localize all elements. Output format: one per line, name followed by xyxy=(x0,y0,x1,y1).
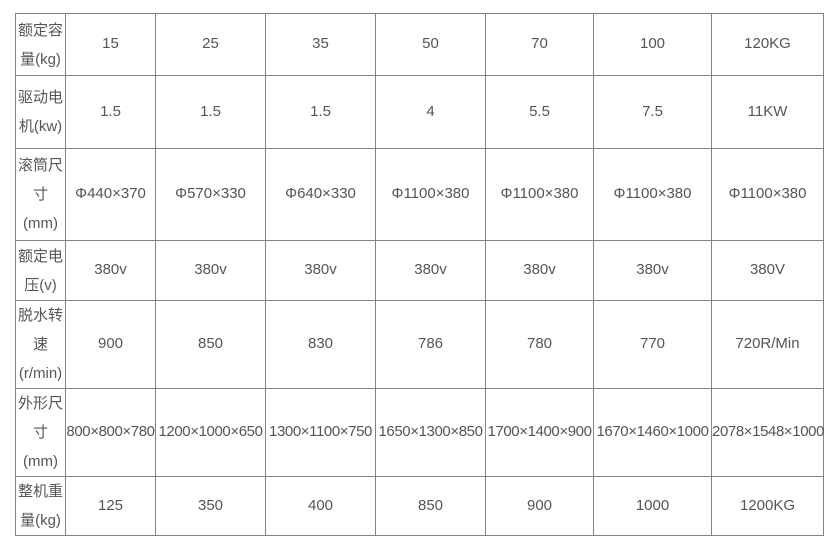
table-cell: 11KW xyxy=(711,75,824,149)
table-cell: Φ1100×380 xyxy=(375,148,486,241)
table-cell: 380v xyxy=(593,240,712,301)
row-label-rated-voltage: 额定电 压(v) xyxy=(15,240,66,301)
table-row-rated-voltage: 额定电 压(v) 380v 380v 380v 380v 380v 380v 3… xyxy=(15,240,824,301)
spec-table: 额定容 量(kg) 15 25 35 50 70 100 120KG 驱动电 机… xyxy=(15,13,824,536)
table-row-rated-capacity: 额定容 量(kg) 15 25 35 50 70 100 120KG xyxy=(15,13,824,76)
table-cell: 7.5 xyxy=(593,75,712,149)
table-cell: 900 xyxy=(485,476,594,536)
table-cell: 850 xyxy=(375,476,486,536)
table-cell: 780 xyxy=(485,300,594,389)
table-cell: 50 xyxy=(375,13,486,76)
table-cell: 1000 xyxy=(593,476,712,536)
table-cell: 4 xyxy=(375,75,486,149)
table-cell: Φ640×330 xyxy=(265,148,376,241)
table-cell: 900 xyxy=(65,300,156,389)
table-cell: 400 xyxy=(265,476,376,536)
table-cell: 800×800×780 xyxy=(65,388,156,477)
table-row-outer-dimensions: 外形尺 寸 (mm) 800×800×780 1200×1000×650 130… xyxy=(15,388,824,477)
table-cell: 380v xyxy=(485,240,594,301)
table-cell: 2078×1548×1000 xyxy=(711,388,824,477)
table-row-drum-size: 滚筒尺 寸 (mm) Φ440×370 Φ570×330 Φ640×330 Φ1… xyxy=(15,148,824,241)
table-cell: 25 xyxy=(155,13,266,76)
table-cell: 1200×1000×650 xyxy=(155,388,266,477)
table-cell: 850 xyxy=(155,300,266,389)
table-cell: 1.5 xyxy=(65,75,156,149)
table-cell: 70 xyxy=(485,13,594,76)
row-label-drive-motor: 驱动电 机(kw) xyxy=(15,75,66,149)
table-row-drive-motor: 驱动电 机(kw) 1.5 1.5 1.5 4 5.5 7.5 11KW xyxy=(15,75,824,149)
table-cell: 786 xyxy=(375,300,486,389)
table-cell: 380v xyxy=(155,240,266,301)
table-cell: 120KG xyxy=(711,13,824,76)
table-cell: 380V xyxy=(711,240,824,301)
table-cell: Φ1100×380 xyxy=(485,148,594,241)
table-cell: 830 xyxy=(265,300,376,389)
table-cell: Φ1100×380 xyxy=(711,148,824,241)
table-cell: 770 xyxy=(593,300,712,389)
table-row-total-weight: 整机重 量(kg) 125 350 400 850 900 1000 1200K… xyxy=(15,476,824,536)
table-cell: 350 xyxy=(155,476,266,536)
table-cell: 1300×1100×750 xyxy=(265,388,376,477)
table-cell: 125 xyxy=(65,476,156,536)
table-cell: 15 xyxy=(65,13,156,76)
table-cell: Φ440×370 xyxy=(65,148,156,241)
table-cell: 380v xyxy=(375,240,486,301)
row-label-drum-size: 滚筒尺 寸 (mm) xyxy=(15,148,66,241)
table-cell: 100 xyxy=(593,13,712,76)
table-cell: 1.5 xyxy=(265,75,376,149)
table-cell: 5.5 xyxy=(485,75,594,149)
table-cell: 380v xyxy=(65,240,156,301)
table-cell: 35 xyxy=(265,13,376,76)
row-label-rated-capacity: 额定容 量(kg) xyxy=(15,13,66,76)
table-cell: Φ1100×380 xyxy=(593,148,712,241)
table-cell: 380v xyxy=(265,240,376,301)
table-row-spin-speed: 脱水转 速 (r/min) 900 850 830 786 780 770 72… xyxy=(15,300,824,389)
table-cell: 1700×1400×900 xyxy=(485,388,594,477)
table-cell: 1670×1460×1000 xyxy=(593,388,712,477)
table-cell: 1.5 xyxy=(155,75,266,149)
row-label-spin-speed: 脱水转 速 (r/min) xyxy=(15,300,66,389)
table-cell: 1200KG xyxy=(711,476,824,536)
row-label-outer-dimensions: 外形尺 寸 (mm) xyxy=(15,388,66,477)
table-cell: 1650×1300×850 xyxy=(375,388,486,477)
row-label-total-weight: 整机重 量(kg) xyxy=(15,476,66,536)
table-cell: 720R/Min xyxy=(711,300,824,389)
table-cell: Φ570×330 xyxy=(155,148,266,241)
